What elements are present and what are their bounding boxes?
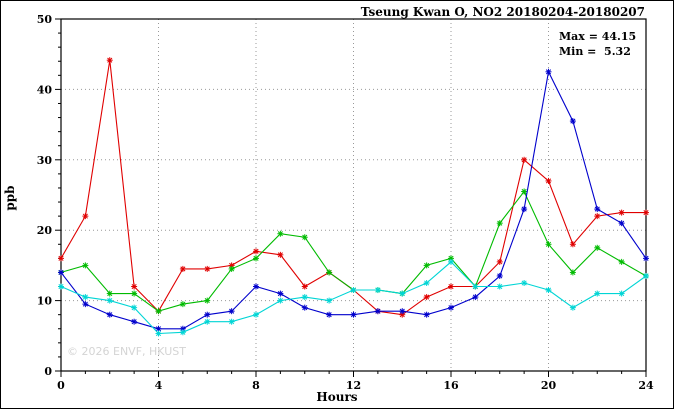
svg-text:8: 8 <box>252 379 260 392</box>
min-label: Min = 5.32 <box>559 45 631 58</box>
svg-text:20: 20 <box>541 379 557 392</box>
watermark: © 2026 ENVF, HKUST <box>67 345 186 358</box>
svg-text:30: 30 <box>37 154 53 167</box>
svg-text:12: 12 <box>346 379 361 392</box>
svg-text:20: 20 <box>37 224 53 237</box>
x-axis-label: Hours <box>316 390 358 404</box>
svg-text:4: 4 <box>155 379 163 392</box>
svg-text:0: 0 <box>57 379 65 392</box>
svg-text:24: 24 <box>638 379 654 392</box>
svg-text:0: 0 <box>44 365 52 378</box>
y-axis-label: ppb <box>3 185 17 211</box>
svg-text:50: 50 <box>37 13 53 26</box>
max-label: Max = 44.15 <box>559 30 637 43</box>
chart-title: Tseung Kwan O, NO2 20180204-20180207 <box>360 5 645 19</box>
max-min-annotation: Max = 44.15 Min = 5.32 <box>559 29 636 59</box>
svg-text:16: 16 <box>443 379 459 392</box>
svg-text:40: 40 <box>37 83 53 96</box>
svg-text:10: 10 <box>37 295 53 308</box>
